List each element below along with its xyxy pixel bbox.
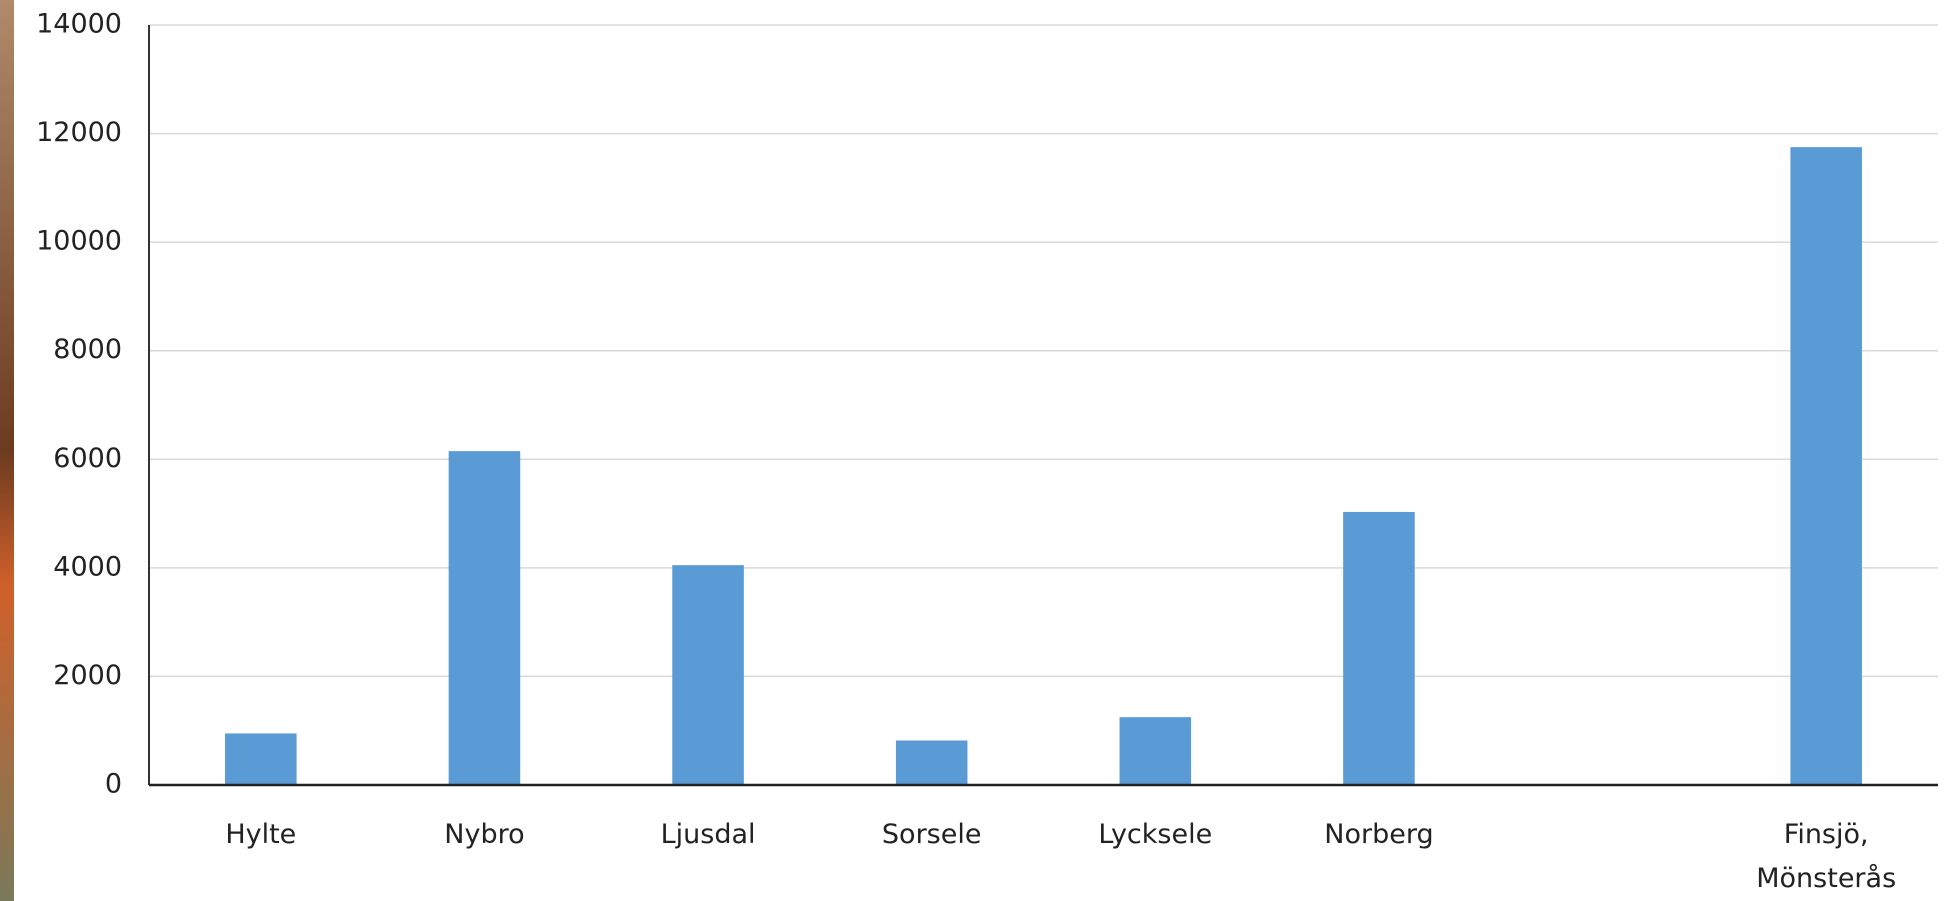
plot-area: 0 2000 4000 6000 8000 10000 12000 14000 Hylte Nyb… (36, 9, 1938, 894)
y-tick-label: 4000 (53, 551, 122, 582)
y-tick-label: 10000 (36, 226, 122, 257)
y-tick-label: 12000 (36, 117, 122, 148)
y-tick-label: 8000 (53, 334, 122, 365)
x-tick-label: Nybro (444, 819, 524, 850)
y-tick-label: 0 (105, 769, 122, 800)
x-tick-label: Norberg (1324, 819, 1433, 850)
background-strip (0, 0, 14, 901)
bar (448, 451, 521, 785)
bar (895, 740, 968, 785)
x-tick-label: Sorsele (882, 819, 982, 850)
bar (1119, 717, 1192, 785)
bar (1343, 511, 1415, 785)
y-tick-label: 2000 (53, 660, 122, 691)
x-tick-label: Ljusdal (661, 819, 756, 850)
y-tick-label: 14000 (36, 9, 122, 40)
bar (672, 565, 744, 785)
x-tick-label: Finsjö, Mönsterås (1756, 819, 1896, 894)
bar (225, 733, 297, 785)
y-tick-label: 6000 (53, 443, 122, 474)
bar (1790, 147, 1862, 786)
x-tick-label: Lycksele (1098, 819, 1212, 850)
x-tick-label: Hylte (225, 819, 296, 850)
